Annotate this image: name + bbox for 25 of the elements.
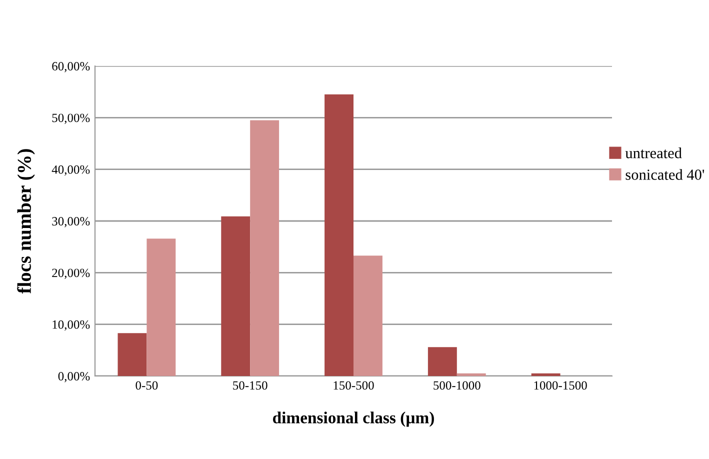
x-tick-label: 1000-1500 xyxy=(534,381,587,390)
bar xyxy=(456,373,486,376)
bar xyxy=(250,120,280,376)
x-tick-label: 150-500 xyxy=(334,381,374,390)
legend-label: untreated xyxy=(625,148,682,158)
y-tick-label: 60,00% xyxy=(52,62,90,72)
y-tick-label: 0,00% xyxy=(58,372,90,382)
y-tick-label: 10,00% xyxy=(52,320,90,331)
y-axis-title: flocs number (%) xyxy=(17,149,35,294)
x-tick-label: 0-50 xyxy=(136,381,158,390)
bar xyxy=(146,238,176,376)
y-tick-label: 20,00% xyxy=(52,268,90,279)
y-tick-label: 50,00% xyxy=(52,114,90,124)
x-tick-label: 500-1000 xyxy=(434,381,480,390)
bar xyxy=(324,94,354,376)
x-axis-title: dimensional class (µm) xyxy=(272,412,434,427)
x-tick-label: 50-150 xyxy=(233,381,268,390)
bar xyxy=(354,256,382,376)
legend-label: sonicated 40' xyxy=(626,169,704,180)
bar xyxy=(531,373,560,376)
y-tick-label: 30,00% xyxy=(52,217,90,228)
y-tick-label: 40,00% xyxy=(52,165,90,176)
bar xyxy=(118,333,147,376)
bar xyxy=(221,216,250,376)
bar xyxy=(428,347,457,376)
